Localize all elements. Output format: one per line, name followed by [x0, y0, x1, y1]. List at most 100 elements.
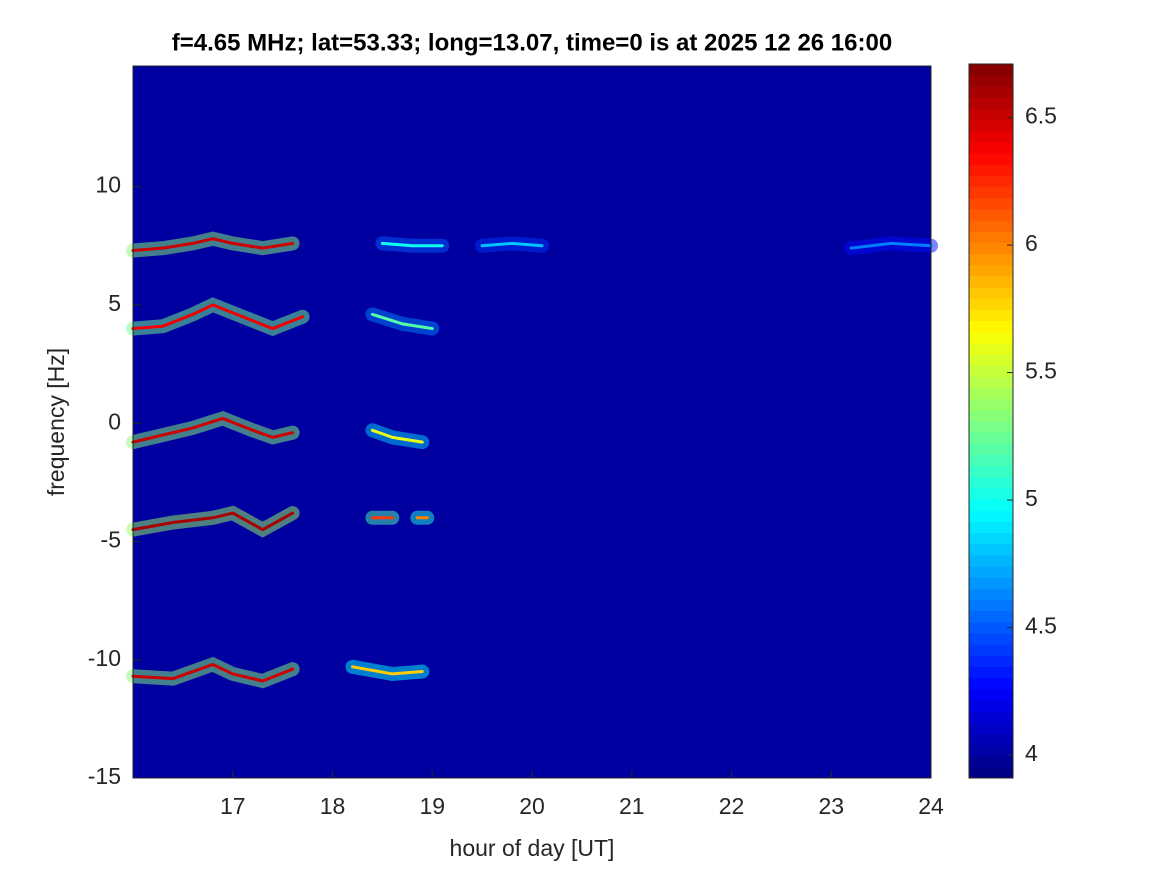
- colorbar-cell: [969, 621, 1013, 634]
- x-tick-label: 18: [320, 793, 346, 819]
- echo-trace: [131, 303, 305, 331]
- colorbar-cell: [969, 755, 1013, 768]
- colorbar-cell: [969, 532, 1013, 545]
- colorbar-cell: [969, 86, 1013, 98]
- colorbar-cell: [969, 566, 1013, 578]
- colorbar-tick-label: 6: [1025, 230, 1038, 256]
- colorbar-tick-label: 5.5: [1025, 358, 1057, 384]
- colorbar-cell: [969, 588, 1013, 600]
- colorbar-cell: [969, 465, 1013, 478]
- echo-trace: [480, 241, 544, 248]
- y-tick-label: -5: [101, 527, 121, 553]
- colorbar-cell: [969, 599, 1013, 612]
- colorbar-cell: [969, 432, 1013, 444]
- colorbar-cell: [969, 75, 1013, 87]
- colorbar-cell: [969, 376, 1013, 389]
- colorbar-cell: [969, 499, 1013, 511]
- colorbar-cell: [969, 644, 1013, 656]
- colorbar-cell: [969, 543, 1013, 556]
- colorbar-cell: [969, 298, 1013, 310]
- colorbar-cell: [969, 521, 1013, 534]
- colorbar-cell: [969, 331, 1013, 344]
- colorbar-cell: [969, 744, 1013, 757]
- colorbar-cell: [969, 354, 1013, 366]
- colorbar-cell: [969, 387, 1013, 400]
- x-tick-label: 22: [719, 793, 745, 819]
- colorbar-cell: [969, 97, 1013, 110]
- colorbar-cell: [969, 476, 1013, 489]
- colorbar-cell: [969, 510, 1013, 522]
- colorbar-cell: [969, 733, 1013, 746]
- colorbar-cell: [969, 688, 1013, 701]
- echo-trace: [380, 241, 444, 248]
- echo-trace: [370, 428, 424, 444]
- x-tick-label: 21: [619, 793, 645, 819]
- colorbar-cell: [969, 253, 1013, 266]
- colorbar-cell: [969, 610, 1013, 623]
- colorbar-frame: [968, 63, 1014, 779]
- colorbar-cell: [969, 220, 1013, 232]
- colorbar-cell: [969, 666, 1013, 679]
- echo-trace: [131, 237, 295, 253]
- colorbar-cell: [969, 655, 1013, 667]
- colorbar-cell: [969, 699, 1013, 712]
- colorbar-cell: [969, 711, 1013, 723]
- colorbar-cell: [969, 766, 1013, 779]
- colorbar-cell: [969, 142, 1013, 154]
- colorbar-cell: [969, 108, 1013, 121]
- colorbar-cell: [969, 197, 1013, 210]
- echo-trace: [370, 312, 434, 331]
- echo-trace: [350, 665, 424, 676]
- x-tick-label: 20: [519, 793, 545, 819]
- colorbar-tick-label: 4.5: [1025, 613, 1057, 639]
- heatmap-background: [133, 66, 931, 778]
- colorbar-cell: [969, 454, 1013, 467]
- colorbar-tick-label: 4: [1025, 740, 1038, 766]
- colorbar-cell: [969, 320, 1013, 333]
- echo-trace: [131, 662, 295, 683]
- y-tick-label: 5: [108, 290, 121, 316]
- colorbar-cell: [969, 632, 1013, 645]
- colorbar-cell: [969, 164, 1013, 177]
- x-tick-label: 23: [818, 793, 844, 819]
- colorbar-cell: [969, 119, 1013, 132]
- colorbar-cell: [969, 342, 1013, 355]
- colorbar-cell: [969, 64, 1013, 76]
- colorbar-cell: [969, 287, 1013, 299]
- colorbar-cell: [969, 365, 1013, 377]
- colorbar-cell: [969, 409, 1013, 422]
- y-tick-label: 10: [95, 172, 121, 198]
- colorbar-tick-label: 6.5: [1025, 103, 1057, 129]
- colorbar-cell: [969, 443, 1013, 455]
- x-tick-label: 17: [220, 793, 246, 819]
- colorbar-cell: [969, 487, 1013, 500]
- colorbar-cell: [969, 275, 1013, 288]
- colorbar-cell: [969, 231, 1013, 243]
- y-tick-label: -10: [88, 645, 121, 671]
- colorbar-cell: [969, 242, 1013, 255]
- colorbar-cell: [969, 722, 1013, 734]
- y-tick-label: -15: [88, 763, 121, 789]
- colorbar-cell: [969, 153, 1013, 165]
- chart-title: f=4.65 MHz; lat=53.33; long=13.07, time=…: [172, 29, 892, 56]
- colorbar-cell: [969, 209, 1013, 221]
- echo-trace: [131, 511, 295, 532]
- colorbar-cell: [969, 577, 1013, 589]
- colorbar-cell: [969, 677, 1013, 690]
- y-axis-label: frequency [Hz]: [43, 348, 69, 496]
- colorbar-cell: [969, 264, 1013, 277]
- colorbar-cell: [969, 130, 1013, 143]
- colorbar-cell: [969, 554, 1013, 567]
- colorbar-cell: [969, 186, 1013, 199]
- x-axis-label: hour of day [UT]: [450, 835, 615, 861]
- colorbar-cell: [969, 309, 1013, 322]
- echo-trace: [131, 416, 295, 444]
- colorbar-tick-label: 5: [1025, 485, 1038, 511]
- y-tick-label: 0: [108, 408, 121, 434]
- x-tick-label: 24: [918, 793, 944, 819]
- echo-trace: [849, 241, 933, 250]
- x-tick-label: 19: [419, 793, 445, 819]
- colorbar-cell: [969, 175, 1013, 188]
- colorbar-cell: [969, 398, 1013, 411]
